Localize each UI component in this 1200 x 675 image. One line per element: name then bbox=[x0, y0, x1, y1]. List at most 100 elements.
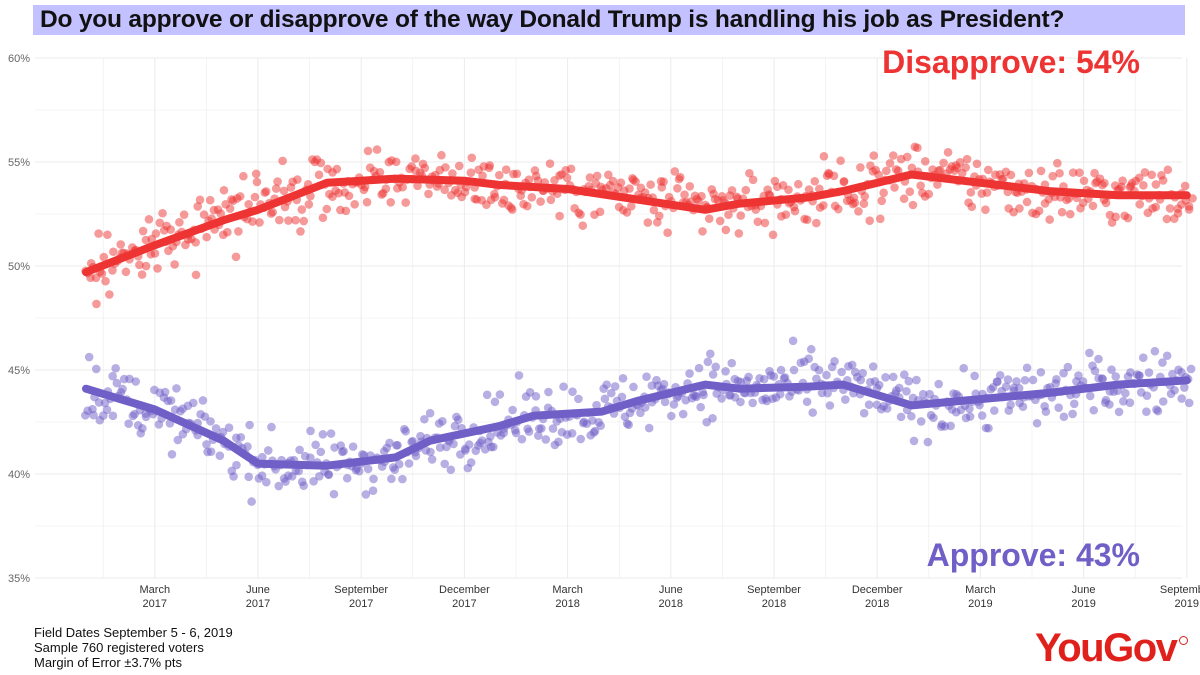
approve-poll-point bbox=[699, 390, 708, 400]
approve-poll-point bbox=[717, 394, 726, 403]
disapprove-poll-point bbox=[1163, 165, 1173, 175]
disapprove-poll-point bbox=[673, 183, 682, 193]
approve-poll-point bbox=[1142, 407, 1151, 417]
approve-poll-point bbox=[864, 400, 874, 410]
disapprove-poll-point bbox=[1147, 170, 1157, 180]
approve-poll-point bbox=[759, 374, 769, 384]
title-bar bbox=[33, 5, 1185, 35]
approve-poll-point bbox=[490, 397, 500, 407]
disapprove-poll-point bbox=[1079, 176, 1089, 186]
y-tick-label: 50% bbox=[8, 261, 30, 273]
y-tick-label: 40% bbox=[8, 469, 30, 481]
approve-poll-point bbox=[482, 390, 492, 400]
approve-poll-point bbox=[1014, 383, 1024, 393]
approve-poll-point bbox=[1068, 409, 1077, 419]
approve-poll-point bbox=[822, 370, 831, 380]
approve-poll-point bbox=[1059, 368, 1068, 378]
disapprove-poll-point bbox=[646, 180, 655, 189]
approve-poll-point bbox=[970, 371, 979, 381]
approve-poll-point bbox=[590, 426, 600, 436]
approve-poll-point bbox=[899, 370, 909, 379]
approve-poll-point bbox=[108, 371, 117, 381]
disapprove-poll-point bbox=[850, 198, 860, 208]
disapprove-poll-point bbox=[859, 199, 869, 208]
disapprove-poll-point bbox=[248, 217, 257, 226]
approve-poll-point bbox=[769, 372, 779, 381]
disapprove-poll-point bbox=[905, 187, 915, 197]
disapprove-poll-point bbox=[1158, 176, 1168, 185]
approve-poll-point bbox=[984, 423, 993, 433]
approve-poll-point bbox=[112, 378, 122, 388]
disapprove-poll-point bbox=[420, 163, 430, 173]
disapprove-poll-point bbox=[144, 214, 154, 224]
disapprove-poll-point bbox=[250, 192, 260, 202]
x-tick-year: 2017 bbox=[349, 598, 373, 610]
disapprove-poll-point bbox=[150, 249, 160, 258]
approve-poll-point bbox=[711, 362, 720, 372]
approve-poll-point bbox=[1022, 363, 1032, 373]
disapprove-poll-point bbox=[235, 192, 245, 201]
disapprove-poll-point bbox=[982, 188, 992, 197]
disapprove-poll-point bbox=[876, 214, 885, 224]
disapprove-poll-point bbox=[252, 177, 262, 187]
disapprove-poll-point bbox=[576, 210, 585, 219]
approve-poll-point bbox=[141, 412, 151, 422]
x-tick-year: 2018 bbox=[762, 598, 786, 610]
disapprove-poll-point bbox=[137, 270, 147, 279]
approve-poll-point bbox=[602, 380, 611, 389]
x-tick-year: 2018 bbox=[865, 598, 889, 610]
approve-poll-point bbox=[907, 411, 916, 421]
disapprove-poll-point bbox=[802, 215, 812, 225]
approve-poll-point bbox=[965, 412, 975, 421]
approve-poll-point bbox=[837, 367, 846, 377]
approve-poll-point bbox=[610, 382, 620, 391]
approve-poll-point bbox=[554, 437, 563, 447]
disapprove-poll-point bbox=[1123, 213, 1133, 223]
approve-poll-point bbox=[1063, 362, 1073, 372]
disapprove-poll-point bbox=[882, 166, 891, 176]
disapprove-poll-point bbox=[411, 154, 420, 163]
disapprove-poll-point bbox=[99, 252, 109, 262]
disapprove-poll-point bbox=[1006, 170, 1016, 180]
disapprove-poll-point bbox=[151, 229, 161, 238]
approve-poll-point bbox=[245, 420, 254, 430]
approve-poll-point bbox=[1085, 348, 1094, 358]
approve-poll-point bbox=[263, 446, 273, 455]
approve-poll-point bbox=[511, 428, 521, 438]
approve-poll-point bbox=[160, 387, 170, 397]
x-tick-month: June bbox=[246, 584, 270, 596]
approve-poll-point bbox=[894, 383, 904, 393]
x-tick-month: March bbox=[965, 584, 996, 596]
disapprove-poll-point bbox=[1068, 168, 1078, 177]
approve-poll-point bbox=[959, 363, 968, 373]
approve-poll-point bbox=[629, 382, 638, 392]
disapprove-poll-point bbox=[1065, 209, 1075, 219]
disapprove-poll-point bbox=[812, 218, 821, 228]
disapprove-poll-point bbox=[219, 185, 229, 195]
approve-poll-point bbox=[685, 369, 694, 378]
disapprove-poll-point bbox=[902, 152, 912, 162]
disapprove-poll-point bbox=[121, 267, 131, 277]
approve-poll-point bbox=[438, 417, 447, 426]
disapprove-poll-point bbox=[727, 186, 737, 195]
disapprove-poll-point bbox=[341, 206, 351, 216]
approve-poll-point bbox=[454, 415, 463, 425]
disapprove-poll-point bbox=[1057, 207, 1067, 217]
disapprove-poll-point bbox=[501, 165, 511, 174]
approve-poll-point bbox=[1069, 399, 1079, 409]
disapprove-poll-point bbox=[293, 175, 302, 184]
approve-poll-point bbox=[708, 413, 717, 423]
approve-poll-point bbox=[206, 447, 216, 456]
approve-poll-point bbox=[1168, 369, 1177, 379]
approve-poll-point bbox=[694, 363, 704, 373]
disapprove-poll-point bbox=[907, 163, 917, 173]
registered-mark-icon bbox=[1179, 636, 1188, 645]
approve-poll-point bbox=[411, 451, 421, 461]
x-tick-month: December bbox=[852, 584, 903, 596]
disapprove-poll-point bbox=[748, 175, 758, 185]
approve-poll-point bbox=[696, 402, 705, 412]
disapprove-poll-point bbox=[899, 194, 909, 204]
disapprove-poll-point bbox=[193, 202, 203, 211]
disapprove-poll-point bbox=[595, 207, 605, 217]
disapprove-poll-point bbox=[291, 215, 300, 225]
